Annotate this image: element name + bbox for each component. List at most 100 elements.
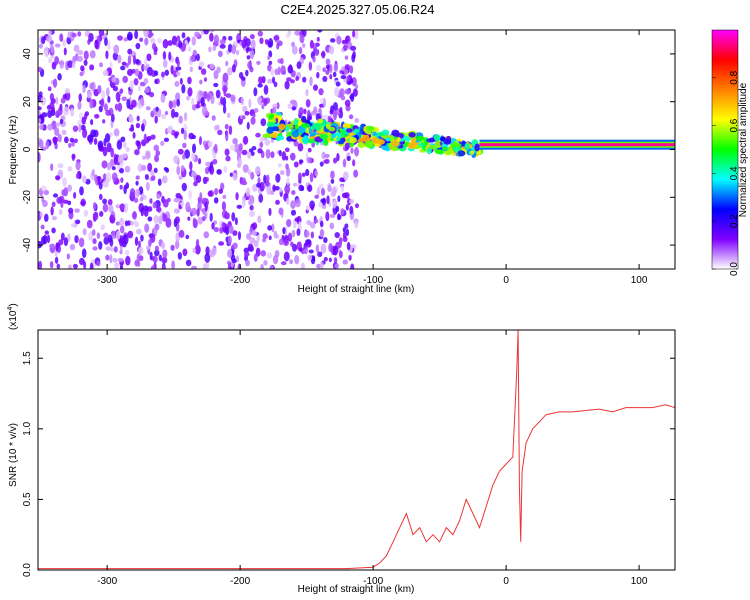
spectrogram-noise-cell xyxy=(289,152,296,161)
spectrogram-noise-cell xyxy=(264,39,269,45)
spectrogram-noise-cell xyxy=(249,210,255,218)
spectrogram-noise-cell xyxy=(218,188,223,194)
spectrogram-noise-cell xyxy=(309,221,316,229)
spectrogram-noise-cell xyxy=(215,89,221,99)
spectrogram-noise-cell xyxy=(187,216,191,221)
spectrogram-noise-cell xyxy=(225,60,229,67)
spectrogram-noise-cell xyxy=(178,175,183,180)
spectrogram-noise-cell xyxy=(160,140,165,147)
spectrogram-noise-cell xyxy=(175,66,182,71)
spectrogram-noise-cell xyxy=(302,43,306,48)
spectrogram-noise-cell xyxy=(93,137,98,145)
spectrogram-noise-cell xyxy=(105,172,112,182)
spectrogram-noise-cell xyxy=(78,237,85,248)
spectrogram-noise-cell xyxy=(307,147,312,153)
spectrogram-noise-cell xyxy=(114,262,119,269)
spectrogram-noise-cell xyxy=(350,92,355,103)
spectrogram-noise-cell xyxy=(221,201,226,211)
spectrogram-noise-cell xyxy=(59,59,65,70)
spectrogram-noise-cell xyxy=(178,204,182,210)
spectrogram-noise-cell xyxy=(161,175,168,184)
spectrogram-noise-cell xyxy=(164,110,169,115)
spectrogram-noise-cell xyxy=(164,69,170,76)
spectrogram-noise-cell xyxy=(198,136,203,146)
spectrogram-transition-cell xyxy=(433,134,441,142)
spectrogram-noise-cell xyxy=(162,249,168,259)
spectrogram-noise-cell xyxy=(267,38,274,48)
spectrogram-noise-cell xyxy=(345,228,350,237)
spectrogram-noise-cell xyxy=(55,175,61,181)
spectrogram-noise-cell xyxy=(270,190,275,196)
spectrogram-noise-cell xyxy=(267,64,272,72)
colorbar-tick-label: 0.0 xyxy=(729,262,740,276)
spectrogram-noise-cell xyxy=(209,63,215,70)
spectrogram-noise-cell xyxy=(231,258,237,264)
spectrogram-noise-cell xyxy=(120,136,126,143)
spectrogram-noise-cell xyxy=(267,225,273,231)
spectrogram-noise-cell xyxy=(173,208,178,214)
spectrogram-noise-cell xyxy=(122,75,129,84)
spectrogram-noise-cell xyxy=(55,110,59,117)
spectrogram-noise-cell xyxy=(342,158,347,168)
spectrogram-noise-cell xyxy=(313,106,318,115)
spectrogram-noise-cell xyxy=(124,220,129,227)
spectrogram-noise-cell xyxy=(102,119,106,124)
spectrogram-noise-cell xyxy=(261,104,265,110)
y-tick-label: -20 xyxy=(22,190,33,205)
snr-frame xyxy=(37,329,676,571)
colorbar-tick-label: 0.6 xyxy=(729,118,740,132)
spectrogram-noise-cell xyxy=(285,197,290,205)
spectrogram-noise-cell xyxy=(121,96,128,102)
spectrogram-noise-cell xyxy=(354,220,359,229)
spectrogram-noise-cell xyxy=(305,168,310,177)
spectrogram-noise-cell xyxy=(249,49,255,60)
spectrogram-noise-cell xyxy=(272,106,277,116)
spectrogram-noise-cell xyxy=(74,235,79,244)
spectrogram-noise-cell xyxy=(82,228,87,236)
spectrogram-noise-cell xyxy=(349,205,354,215)
y-tick-label: 0.5 xyxy=(22,492,33,506)
spectrogram-noise-cell xyxy=(342,171,349,181)
spectrogram-noise-cell xyxy=(187,87,193,97)
spectrogram-noise-cell xyxy=(51,61,57,70)
spectrogram-noise-cell xyxy=(115,91,121,102)
spectrogram-noise-cell xyxy=(50,43,54,54)
spectrogram-noise-cell xyxy=(113,153,118,163)
spectrogram-noise-cell xyxy=(348,254,352,261)
spectrogram-noise-cell xyxy=(256,96,263,104)
spectrogram-noise-cell xyxy=(155,106,159,112)
spectrogram-noise-cell xyxy=(290,79,295,84)
spectrogram-noise-cell xyxy=(92,238,97,245)
spectrogram-noise-cell xyxy=(57,163,64,169)
spectrogram-noise-cell xyxy=(235,255,240,263)
spectrogram-noise-cell xyxy=(262,233,268,240)
spectrogram-transition-cell xyxy=(346,128,353,133)
spectrogram-noise-cell xyxy=(227,248,233,258)
spectrogram-noise-cell xyxy=(222,194,227,199)
spectrogram-transition-cell xyxy=(319,133,329,140)
spectrogram-noise-cell xyxy=(55,242,59,252)
spectrogram-noise-cell xyxy=(75,161,81,171)
x-tick-label: 0 xyxy=(503,275,509,286)
spectrogram-noise-cell xyxy=(317,251,323,258)
spectrogram-noise-cell xyxy=(202,263,207,269)
spectrogram-noise-cell xyxy=(191,170,196,177)
spectrogram-noise-cell xyxy=(201,216,206,222)
spectrogram-noise-cell xyxy=(176,165,181,176)
spectrogram-transition-cell xyxy=(317,118,324,124)
spectrogram-noise-cell xyxy=(278,150,282,157)
spectrogram-noise-cell xyxy=(103,232,109,238)
spectrogram-noise-cell xyxy=(310,204,315,211)
spectrogram-noise-cell xyxy=(201,197,208,203)
spectrogram-noise-cell xyxy=(140,97,144,106)
colorbar-tick-label: 0.2 xyxy=(729,214,740,228)
spectrogram-noise-cell xyxy=(329,38,336,43)
spectrogram-noise-cell xyxy=(63,47,67,56)
spectrogram-noise-cell xyxy=(77,49,84,55)
spectrogram-noise-cell xyxy=(168,51,172,61)
spectrogram-noise-cell xyxy=(240,76,246,81)
spectrogram-transition-cell xyxy=(372,131,377,137)
spectrogram-noise-cell xyxy=(298,247,303,252)
spectrogram-noise-cell xyxy=(195,238,200,249)
